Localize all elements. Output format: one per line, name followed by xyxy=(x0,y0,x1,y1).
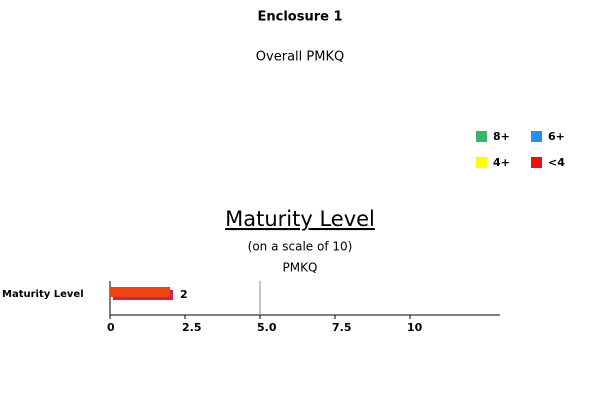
x-tick-label: 5.0 xyxy=(257,321,277,334)
legend-swatch xyxy=(476,131,487,142)
value-label: 2 xyxy=(180,288,188,301)
legend-label: 6+ xyxy=(548,130,565,143)
bar xyxy=(110,287,170,297)
page-subtitle: Overall PMKQ xyxy=(256,50,344,65)
x-tick-label: 7.5 xyxy=(332,321,352,334)
x-tick-label: 0 xyxy=(107,321,115,334)
series-label: PMKQ xyxy=(283,261,318,275)
legend-label: <4 xyxy=(548,156,565,169)
legend-label: 8+ xyxy=(493,130,510,143)
x-tick-label: 2.5 xyxy=(182,321,202,334)
legend-swatch xyxy=(531,131,542,142)
category-label: Maturity Level xyxy=(2,289,84,300)
legend-label: 4+ xyxy=(493,156,510,169)
legend-swatch xyxy=(531,157,542,168)
x-tick-label: 10 xyxy=(407,321,423,334)
legend-swatch xyxy=(476,157,487,168)
chart-title: Maturity Level xyxy=(225,207,375,231)
chart-subtitle: (on a scale of 10) xyxy=(248,240,353,254)
page-title: Enclosure 1 xyxy=(257,10,342,25)
